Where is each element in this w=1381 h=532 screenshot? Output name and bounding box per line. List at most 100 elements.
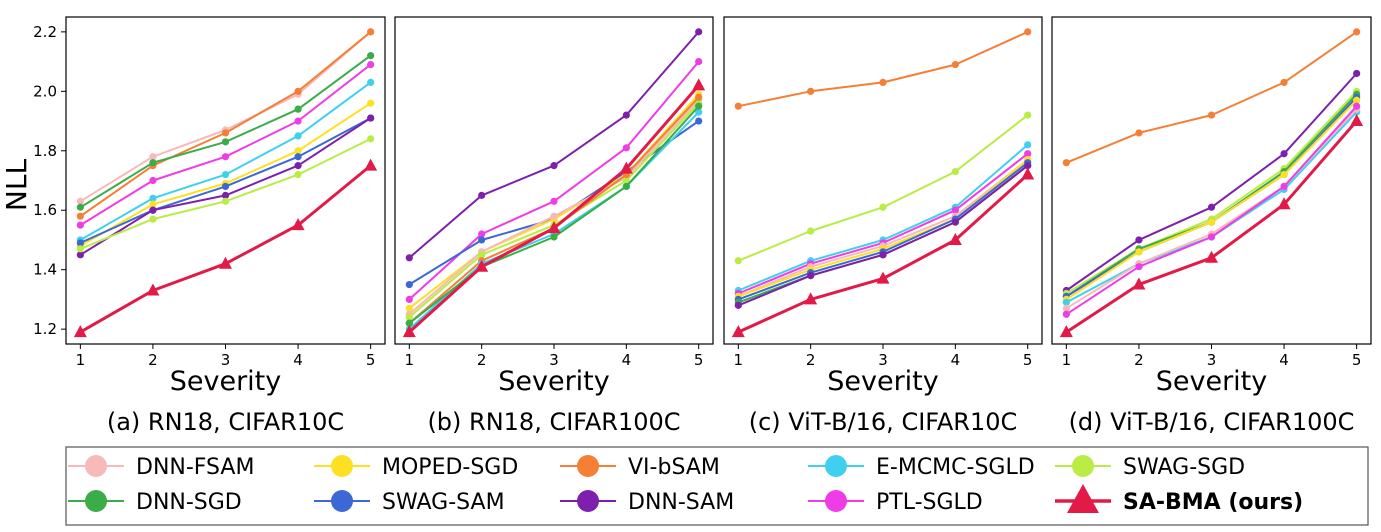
data-point	[1353, 102, 1361, 110]
data-point	[294, 132, 302, 140]
legend-label: MOPED-SGD	[382, 455, 518, 480]
panel-2: 1 2 3 4 5 Severity (b) RN18, CIFAR100C	[394, 16, 714, 436]
legend-item-e-mcmc-sgld: E-MCMC-SGLD	[808, 455, 1035, 480]
data-point	[948, 232, 962, 245]
data-point	[478, 236, 486, 244]
data-point	[367, 114, 375, 122]
data-point	[876, 271, 890, 284]
data-point	[149, 176, 157, 185]
data-point	[1132, 277, 1146, 290]
x-tick-label: 3	[1207, 351, 1217, 369]
data-point	[221, 138, 230, 146]
legend-item-dnn-fsam: DNN-FSAM	[68, 455, 254, 480]
data-point	[1207, 233, 1216, 241]
series-line	[738, 30, 1029, 108]
data-point	[475, 259, 489, 272]
legend-marker	[1067, 484, 1099, 513]
data-point	[1062, 310, 1070, 318]
data-point	[1280, 150, 1288, 158]
legend-marker	[1072, 455, 1094, 477]
legend-item-vi-bsam: VI-bSAM	[560, 455, 720, 480]
data-point	[695, 57, 703, 66]
data-point	[951, 167, 959, 176]
legend-marker	[825, 455, 847, 477]
data-point	[478, 191, 486, 199]
data-point	[951, 206, 959, 214]
y-tick-label: 1.4	[33, 261, 57, 279]
data-point	[405, 280, 413, 289]
data-point	[550, 212, 558, 220]
panel-caption: (c) ViT-B/16, CIFAR10C	[749, 408, 1018, 436]
data-point	[1135, 129, 1143, 137]
series-vi-bsam	[76, 28, 375, 220]
x-tick-label: 1	[405, 351, 415, 369]
data-point	[478, 230, 486, 238]
legend-label: SWAG-SGD	[1123, 455, 1245, 480]
x-axis-label: Severity	[827, 366, 939, 397]
data-point	[695, 93, 703, 101]
data-point	[367, 60, 375, 69]
data-point	[221, 197, 230, 205]
data-point	[1353, 96, 1361, 104]
data-point	[1280, 170, 1288, 179]
x-tick-label: 3	[549, 351, 559, 369]
axes-frame	[1051, 16, 1372, 345]
legend-frame	[65, 446, 1369, 526]
x-axis-label: Severity	[498, 366, 610, 397]
data-point	[695, 102, 703, 110]
data-point	[547, 221, 561, 234]
y-tick-label: 1.6	[33, 201, 57, 219]
data-point	[550, 233, 558, 241]
legend-label: DNN-SGD	[136, 490, 242, 515]
series-vi-bsam	[1062, 28, 1361, 167]
data-point	[1135, 236, 1143, 244]
data-point	[405, 304, 413, 312]
data-point	[149, 215, 157, 223]
data-point	[1280, 182, 1288, 191]
data-point	[1135, 263, 1143, 271]
data-point	[1024, 111, 1032, 119]
legend-item-moped-sgd: MOPED-SGD	[314, 455, 518, 480]
data-point	[294, 170, 302, 179]
panel-3: 1 2 3 4 5 Severity (c) ViT-B/16, CIFAR10C	[723, 16, 1043, 436]
data-point	[219, 256, 232, 269]
data-point	[1207, 218, 1216, 226]
data-point	[622, 176, 630, 185]
series-sa-bma-ours	[731, 167, 1035, 338]
data-point	[1024, 162, 1032, 170]
data-point	[367, 28, 375, 36]
legend-label: E-MCMC-SGLD	[876, 455, 1035, 480]
series-ptl-sgld	[405, 57, 703, 304]
data-point	[1277, 197, 1291, 210]
data-point	[951, 218, 959, 226]
y-tick-label: 1.8	[33, 142, 57, 160]
x-tick-label: 5	[1023, 351, 1033, 369]
data-point	[734, 102, 742, 110]
data-point	[1280, 78, 1288, 86]
data-point	[294, 117, 302, 125]
data-point	[879, 251, 887, 259]
data-point	[804, 292, 818, 305]
data-point	[76, 212, 84, 220]
data-point	[402, 325, 416, 338]
data-point	[221, 153, 230, 161]
legend-label: SA-BMA (ours)	[1123, 490, 1303, 515]
data-point	[695, 28, 703, 36]
legend-item-ptl-sgld: PTL-SGLD	[808, 490, 983, 515]
data-point	[146, 283, 160, 296]
x-tick-label: 1	[76, 351, 86, 369]
data-point	[622, 182, 630, 191]
data-point	[291, 218, 305, 231]
legend: DNN-FSAM DNN-SGD MOPED-SGD SWAG-SAM VI-bSAM D…	[65, 446, 1369, 526]
data-point	[367, 99, 375, 107]
series-dnn-sgd	[405, 102, 703, 327]
y-tick-label: 2.2	[33, 23, 57, 41]
data-point	[405, 313, 413, 321]
series-e-mcmc-sgld	[734, 141, 1032, 295]
x-tick-label: 1	[734, 351, 744, 369]
x-tick-label: 2	[806, 351, 816, 369]
data-point	[76, 239, 84, 247]
data-point	[294, 87, 302, 95]
data-point	[76, 245, 84, 253]
series-dnn-fsam	[405, 96, 703, 318]
